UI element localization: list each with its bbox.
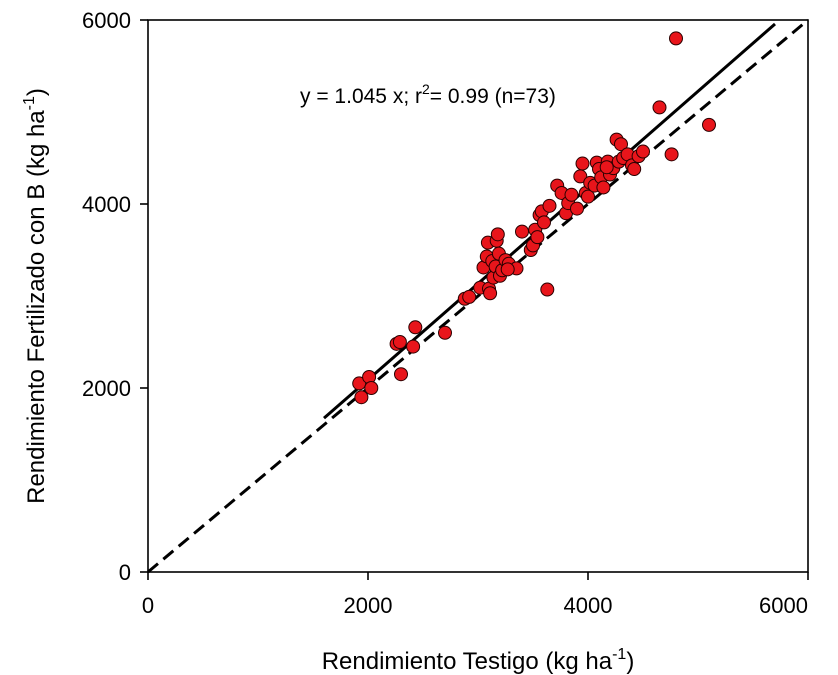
x-axis-title-sup: -1	[612, 646, 626, 663]
data-point-66	[664, 147, 679, 162]
data-point-7	[406, 339, 421, 354]
reference-line-1to1	[147, 18, 809, 574]
y-axis-ticks: 0 2000 4000 6000	[82, 8, 148, 585]
data-point-52	[596, 180, 611, 195]
x-axis-ticks: 0 2000 4000 6000	[142, 572, 809, 618]
y-tick-label-2000: 2000	[82, 376, 131, 401]
data-point-67	[669, 31, 683, 46]
data-point-5	[392, 335, 407, 349]
data-points	[352, 31, 716, 405]
data-point-46	[581, 189, 595, 204]
y-axis-title: Rendimiento Fertilizado con B (kg ha-1)	[21, 88, 50, 504]
data-point-65	[652, 100, 667, 115]
annotation-part1: y = 1.045 x; r	[300, 85, 422, 108]
x-tick-label-4000: 4000	[564, 593, 613, 618]
data-point-11	[462, 289, 477, 304]
data-point-69	[530, 230, 545, 245]
y-axis-title-main: Rendimiento Fertilizado con B (kg ha	[23, 110, 50, 504]
y-axis-title-sup: -1	[21, 96, 38, 110]
data-point-8	[408, 320, 423, 335]
data-point-3	[364, 381, 379, 395]
x-tick-label-2000: 2000	[344, 593, 393, 618]
annotation-part2: = 0.99 (n=73)	[430, 85, 556, 108]
data-point-6	[394, 367, 408, 382]
data-point-0	[352, 376, 367, 391]
data-point-22	[490, 227, 505, 242]
x-axis-title-main: Rendimiento Testigo (kg ha	[322, 648, 613, 675]
x-tick-label-0: 0	[142, 593, 154, 618]
data-point-71	[599, 160, 614, 175]
data-point-17	[483, 286, 498, 301]
data-point-72	[500, 262, 515, 277]
y-tick-label-4000: 4000	[82, 192, 131, 217]
data-point-58	[614, 137, 628, 152]
data-point-36	[540, 282, 555, 297]
y-axis-title-end: )	[23, 88, 50, 96]
data-point-29	[515, 224, 529, 239]
x-tick-label-6000: 6000	[759, 593, 808, 618]
plot-frame	[147, 19, 809, 573]
data-point-1	[354, 390, 369, 405]
data-point-64	[636, 144, 650, 159]
data-point-44	[575, 156, 590, 171]
y-tick-label-0: 0	[119, 560, 131, 585]
data-point-42	[570, 201, 584, 216]
data-point-35	[537, 215, 551, 230]
data-point-9	[438, 325, 452, 340]
x-axis-title-end: )	[626, 648, 634, 675]
y-tick-label-6000: 6000	[82, 8, 131, 33]
data-point-41	[564, 187, 579, 202]
x-axis-title: Rendimiento Testigo (kg ha-1)	[322, 646, 635, 675]
regression-annotation: y = 1.045 x; r2= 0.99 (n=73)	[300, 81, 556, 108]
data-point-68	[702, 117, 716, 132]
annotation-sup: 2	[422, 81, 430, 97]
data-point-62	[627, 162, 642, 177]
data-point-70	[542, 198, 557, 213]
